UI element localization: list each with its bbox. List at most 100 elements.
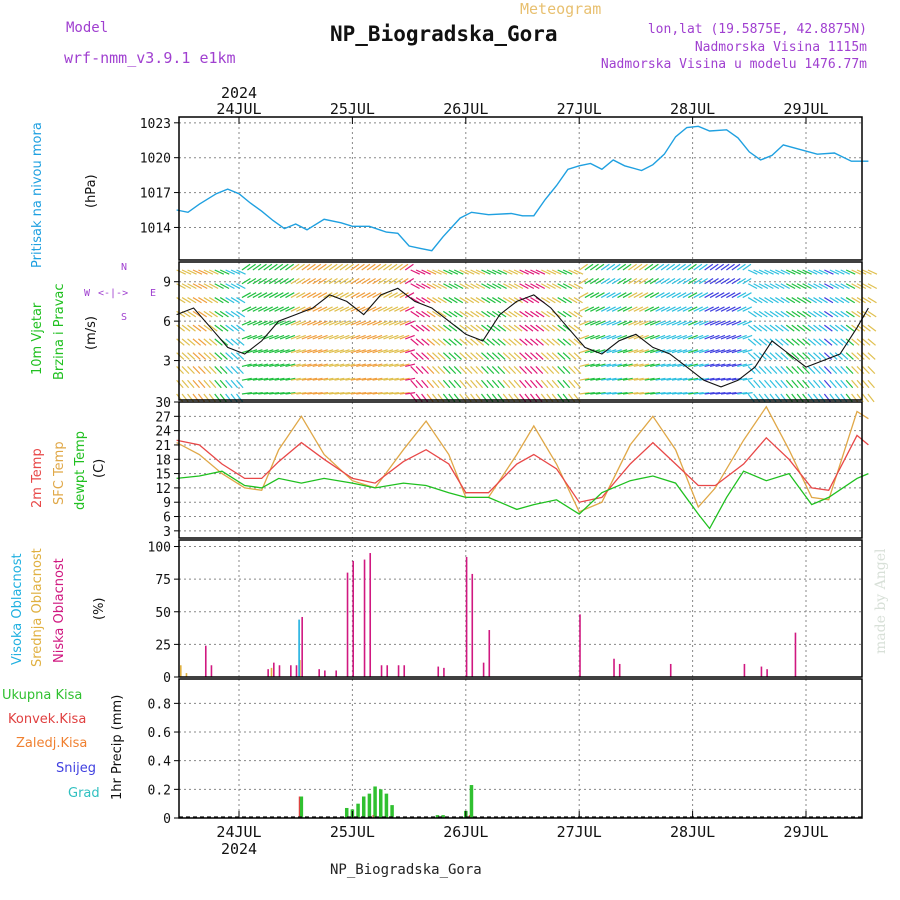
wind-arrow [562,338,572,346]
wind-arrow [758,338,768,346]
wind-arrow [290,277,300,285]
wind-arrow [699,392,710,395]
y-tick-label: 0.2 [148,783,171,798]
wind-arrow [410,297,420,304]
wind-arrow [606,277,616,285]
wind-arrow [263,277,273,285]
wind-arrow [693,363,704,368]
wind-arrow [437,310,447,318]
wind-arrow [198,297,208,304]
wind-arrow [595,363,606,368]
wind-arrow [410,338,419,346]
wind-arrow [862,393,870,403]
wind-arrow [573,379,581,389]
wind-arrow [753,352,762,360]
wind-arrow [437,338,446,346]
wind-arrow [257,277,268,285]
wind-arrow [513,310,523,318]
wind-arrow [557,324,567,332]
panel-frame [178,401,863,539]
wind-arrow [470,379,478,389]
wind-arrow [247,263,256,271]
wind-arrow [372,377,383,381]
top-day-label: 28JUL [670,100,715,118]
wind-arrow [459,283,469,290]
wind-arrow [377,277,387,285]
wind-arrow [840,338,849,346]
wind-arrow [187,338,196,346]
wind-arrow [236,338,245,346]
y-tick-label: 50 [155,606,171,621]
wind-arrow [181,283,192,290]
wind-arrow [693,392,704,395]
y-tick-label: 15 [155,468,171,483]
wind-arrow [312,320,323,326]
wind-arrow [192,324,202,332]
wind-arrow [796,310,806,318]
wind-arrow [546,310,556,318]
wind-arrow [807,324,817,332]
wind-arrow [502,352,511,360]
wind-arrow [851,352,860,360]
wind-arrow [606,263,616,271]
wind-arrow [611,320,622,326]
wind-arrow [802,338,811,346]
wind-arrow [323,306,333,312]
wind-arrow [834,310,844,318]
wind-arrow [345,363,356,368]
wind-arrow [644,263,654,271]
wind-arrow [366,306,377,312]
wind-arrow [573,283,584,290]
wind-arrow [688,334,698,340]
cloud-low-bar [471,573,474,677]
wind-arrow [644,306,654,312]
wind-arrow [867,324,877,332]
wind-arrow [263,377,274,381]
wind-arrow [241,263,251,271]
wind-arrow [584,377,595,381]
wind-arrow [579,363,590,368]
wind-arrow [372,263,382,271]
wind-arrow [394,277,404,285]
rain-total-bar [373,786,377,818]
wind-arrow [388,306,399,312]
wind-arrow [388,292,398,299]
model-label: Model [66,20,109,36]
wind-arrow [285,392,296,395]
wind-arrow [426,269,437,275]
wind-arrow [491,366,500,375]
wind-arrow [862,310,872,318]
wind-arrow [699,363,710,368]
wind-arrow [867,297,877,304]
wind-arrow [198,324,207,332]
wind-arrow [557,297,567,304]
wind-arrow [813,297,823,304]
wind-arrow [394,392,405,395]
wind-arrow [366,349,377,354]
wind-arrow [366,334,377,340]
cloud-low-bar [403,665,406,677]
wind-arrow [845,366,854,375]
wind-arrow [530,269,540,275]
cloud-low-bar [369,553,372,677]
wind-arrow [840,379,848,389]
wind-arrow [682,392,693,395]
cloud-low-bar [488,630,491,677]
wind-arrow [377,334,388,340]
wind-arrow [601,392,612,395]
wind-arrow [649,334,660,340]
wind-arrow [258,377,269,381]
wind-arrow [339,377,350,381]
wind-arrow [660,392,672,395]
wind-arrow [405,377,416,381]
wind-arrow [715,349,726,354]
wind-arrow [328,377,339,381]
wind-arrow [464,324,474,332]
wind-arrow [432,379,440,389]
wind-arrow [666,377,677,381]
wind-arrow [432,324,441,332]
wind-arrow [682,377,693,381]
wind-arrow [334,363,345,368]
wind-arrow [802,379,810,389]
wind-arrow [791,269,802,275]
